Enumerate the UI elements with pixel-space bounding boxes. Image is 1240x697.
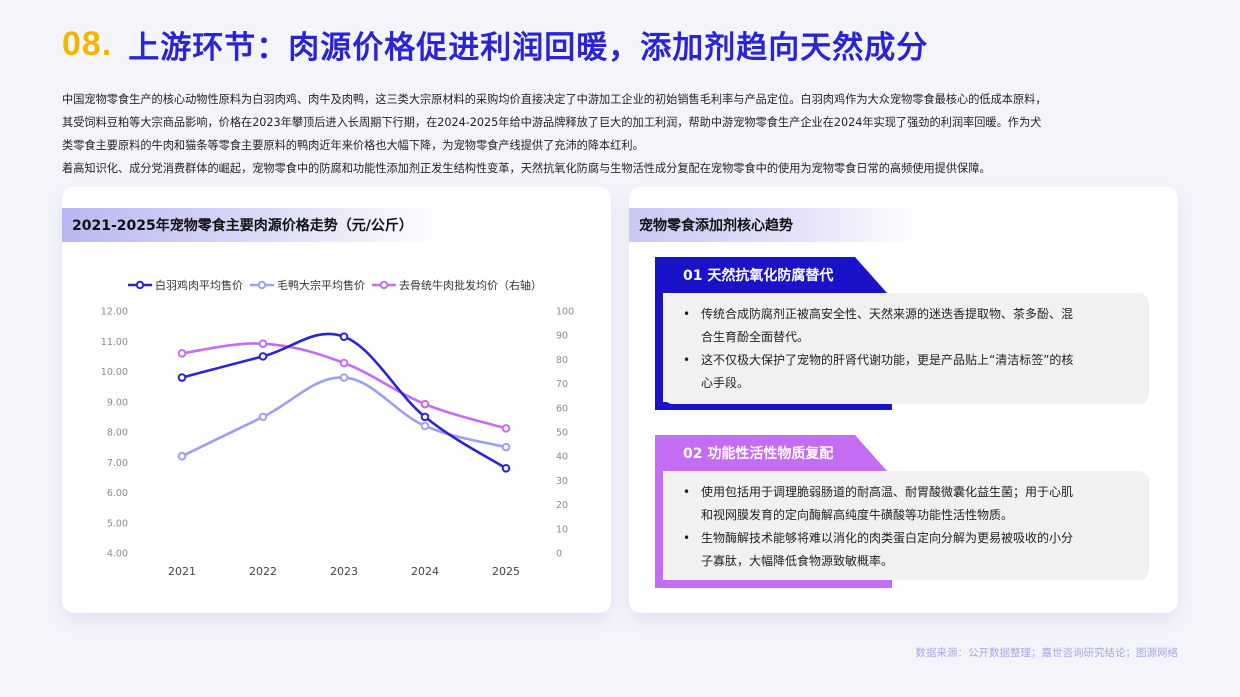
bullet-item: • 生物酶解技术能够将难以消化的肉类蛋白定向分解为更易被吸收的小分 子寡肽，大幅…	[683, 527, 1119, 573]
y-right-tick-label: 20	[556, 500, 568, 511]
bullet-line: 子寡肽，大幅降低食物源致敏概率。	[701, 554, 894, 568]
data-point	[420, 399, 430, 409]
y-right-tick-label: 50	[556, 428, 568, 439]
y-right-tick-label: 90	[556, 331, 568, 342]
section-title: 01 天然抗氧化防腐替代	[655, 257, 887, 293]
data-point	[501, 442, 511, 452]
bullet-line: 传统合成防腐剂正被高安全性、天然来源的迷迭香提取物、茶多酚、混	[701, 307, 1074, 321]
x-tick-label: 2023	[330, 565, 358, 578]
x-tick-label: 2021	[168, 565, 196, 578]
data-point	[258, 339, 268, 348]
price-line-chart: 12.00 11.00 10.00 9.00 8.00 7.00 6.00 5.00 4.00 1…	[101, 307, 574, 579]
bullet-line: 合生育酚全面替代。	[701, 330, 810, 344]
y-left-tick-label: 11.00	[101, 337, 128, 348]
y-left-tick-label: 4.00	[107, 549, 128, 560]
data-point	[177, 373, 187, 382]
section-accent-foot	[655, 580, 892, 588]
y-right-tick-label: 40	[556, 452, 568, 463]
series-line	[180, 332, 508, 470]
y-right-tick-label: 80	[556, 355, 568, 366]
page-title: 08. 上游环节：肉源价格促进利润回暖，添加剂趋向天然成分	[62, 22, 928, 66]
additive-trend-card: 宠物零食添加剂核心趋势 01 天然抗氧化防腐替代 • 传统合成防腐剂正被高安全性…	[629, 187, 1178, 613]
price-chart-card: 2021-2025年宠物零食主要肉源价格走势（元/公斤） 白羽鸡肉平均售价 毛鸭…	[62, 187, 611, 613]
legend-marker	[250, 280, 274, 290]
data-point	[339, 332, 349, 342]
intro-line: 中国宠物零食生产的核心动物性原料为白羽肉鸡、肉牛及肉鸭，这三类大宗原材料的采购均…	[62, 93, 1047, 106]
bullet-line: 和视网膜发育的定向酶解高纯度牛磺酸等功能性活性物质。	[701, 508, 1014, 522]
y-left-tick-label: 6.00	[107, 488, 128, 499]
x-tick-label: 2024	[411, 565, 439, 578]
section-content: • 传统合成防腐剂正被高安全性、天然来源的迷迭香提取物、茶多酚、混 合生育酚全面…	[663, 293, 1149, 404]
y-right-tick-label: 10	[556, 524, 568, 535]
data-point	[501, 424, 511, 433]
intro-line: 着高知识化、成分党消费群体的崛起，宠物零食中的防腐和功能性添加剂正发生结构性变革…	[62, 162, 991, 175]
bullet-dot: •	[683, 307, 691, 321]
y-right-tick-label: 30	[556, 476, 568, 487]
data-source-note: 数据来源：公开数据整理；嘉世咨询研究结论；图源网络	[915, 647, 1179, 659]
series-line	[180, 342, 508, 430]
bullet-line: 生物酶解技术能够将难以消化的肉类蛋白定向分解为更易被吸收的小分	[701, 531, 1074, 545]
bullet-item: • 传统合成防腐剂正被高安全性、天然来源的迷迭香提取物、茶多酚、混 合生育酚全面…	[683, 303, 1119, 349]
intro-line: 类零食主要原料的牛肉和猫条等零食主要原料的鸭肉近年来价格也大幅下降，为宠物零食产…	[62, 139, 644, 152]
bullet-dot: •	[683, 485, 691, 499]
data-point	[177, 349, 187, 358]
data-point	[501, 464, 511, 473]
legend-item: 白羽鸡肉平均售价	[128, 277, 243, 293]
legend-marker	[372, 280, 396, 290]
legend-label: 毛鸭大宗平均售价	[277, 279, 365, 292]
data-point	[339, 358, 349, 368]
y-right-tick-label: 70	[556, 379, 568, 390]
legend-item: 毛鸭大宗平均售价	[250, 277, 365, 293]
y-left-tick-label: 9.00	[107, 397, 128, 408]
bullet-line: 这不仅极大保护了宠物的肝肾代谢功能，更是产品贴上“清洁标签”的核	[701, 353, 1074, 367]
section-content: • 使用包括用于调理脆弱肠道的耐高温、耐胃酸微囊化益生菌；用于心肌 和视网膜发育…	[663, 471, 1149, 580]
bullet-dot: •	[683, 353, 691, 367]
trend-section-functional-actives: 02 功能性活性物质复配 • 使用包括用于调理脆弱肠道的耐高温、耐胃酸微囊化益生…	[655, 435, 1153, 589]
x-tick-label: 2025	[492, 565, 520, 578]
y-right-tick-label: 0	[556, 549, 562, 560]
bullet-item: • 这不仅极大保护了宠物的肝肾代谢功能，更是产品贴上“清洁标签”的核 心手段。	[683, 349, 1119, 395]
section-accent-foot	[655, 402, 892, 410]
y-left-tick-label: 10.00	[101, 367, 128, 378]
legend-item: 去骨统牛肉批发均价（右轴）	[372, 277, 542, 293]
bullet-line: 使用包括用于调理脆弱肠道的耐高温、耐胃酸微囊化益生菌；用于心肌	[701, 485, 1074, 499]
y-left-tick-label: 7.00	[107, 458, 128, 469]
y-left-tick-label: 12.00	[101, 307, 128, 318]
x-tick-label: 2022	[249, 565, 277, 578]
section-accent-bar	[655, 293, 663, 408]
y-left-tick-label: 5.00	[107, 518, 128, 529]
legend-label: 去骨统牛肉批发均价（右轴）	[399, 279, 542, 292]
data-point	[177, 451, 187, 461]
data-point	[258, 412, 268, 422]
data-point	[420, 421, 430, 431]
y-right-tick-label: 100	[556, 307, 574, 318]
trend-card-title: 宠物零食添加剂核心趋势	[629, 208, 919, 242]
title-text: 上游环节：肉源价格促进利润回暖，添加剂趋向天然成分	[128, 29, 929, 66]
y-left-tick-label: 8.00	[107, 428, 128, 439]
legend-label: 白羽鸡肉平均售价	[155, 279, 243, 292]
section-number: 08.	[62, 24, 113, 63]
trend-section-natural-preservative: 01 天然抗氧化防腐替代 • 传统合成防腐剂正被高安全性、天然来源的迷迭香提取物…	[655, 257, 1153, 411]
bullet-dot: •	[683, 531, 691, 545]
bullet-item: • 使用包括用于调理脆弱肠道的耐高温、耐胃酸微囊化益生菌；用于心肌 和视网膜发育…	[683, 481, 1119, 527]
bullet-line: 心手段。	[701, 376, 750, 390]
legend-marker	[128, 280, 152, 290]
chart-card-title: 2021-2025年宠物零食主要肉源价格走势（元/公斤）	[62, 208, 442, 242]
series-line	[180, 376, 508, 458]
data-point	[420, 412, 430, 422]
data-point	[258, 352, 268, 361]
section-accent-bar	[655, 471, 663, 586]
y-right-tick-label: 60	[556, 403, 568, 414]
data-point	[339, 373, 349, 382]
intro-text: 中国宠物零食生产的核心动物性原料为白羽肉鸡、肉牛及肉鸭，这三类大宗原材料的采购均…	[62, 88, 1182, 180]
section-title: 02 功能性活性物质复配	[655, 435, 887, 471]
chart-legend: 白羽鸡肉平均售价 毛鸭大宗平均售价 去骨统牛肉批发均价（右轴）	[128, 277, 549, 293]
intro-line: 其受饲料豆粕等大宗商品影响，价格在2023年攀顶后进入长周期下行期，在2024-…	[62, 116, 1042, 129]
